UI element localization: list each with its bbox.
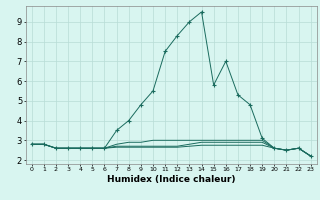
X-axis label: Humidex (Indice chaleur): Humidex (Indice chaleur) <box>107 175 236 184</box>
